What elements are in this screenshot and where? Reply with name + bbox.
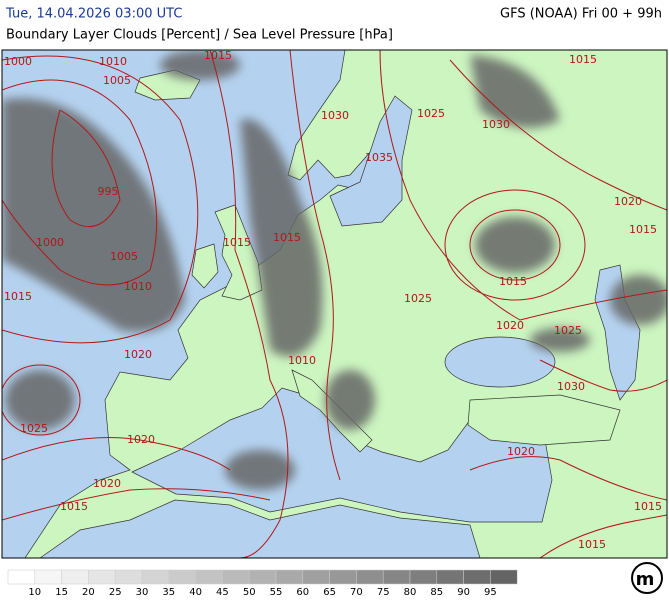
isobar-label: 1015	[273, 231, 301, 244]
isobar-label: 1015	[4, 290, 32, 303]
isobar-label: 1010	[99, 55, 127, 68]
isobar-label: 1015	[629, 223, 657, 236]
legend-swatch	[195, 569, 223, 585]
isobar-label: 1015	[223, 236, 251, 249]
isobar-label: 1000	[4, 55, 32, 68]
legend-swatch	[141, 569, 170, 585]
isobar-label: 1020	[507, 445, 535, 458]
legend-swatch	[222, 569, 250, 585]
legend-swatch	[302, 569, 330, 585]
legend-swatch	[409, 569, 438, 585]
turkey	[467, 394, 621, 446]
legend-label: 20	[82, 587, 95, 598]
isobar-label: 1025	[554, 324, 582, 337]
isobar-label: 1020	[93, 477, 121, 490]
isobar-label: 1020	[614, 195, 642, 208]
logo-circle	[631, 562, 663, 594]
clouds	[2, 50, 667, 490]
legend-label: 75	[377, 587, 390, 598]
legend-label: 65	[323, 587, 336, 598]
isobar-label: 1015	[578, 538, 606, 551]
header-model: GFS (NOAA) Fri 00 + 99h	[500, 7, 662, 22]
legend-swatch	[61, 569, 89, 585]
isobar-label: 1020	[496, 319, 524, 332]
legend-swatch	[490, 569, 518, 585]
isobars	[2, 50, 667, 558]
isobar-label: 1010	[124, 280, 152, 293]
map-frame	[1, 49, 668, 559]
isobar-label: 1030	[482, 118, 510, 131]
isobar-label: 1025	[20, 422, 48, 435]
legend-swatch	[114, 569, 143, 585]
inland-seas	[131, 95, 641, 523]
legend-label: 85	[430, 587, 443, 598]
isobar-label: 1020	[124, 348, 152, 361]
legend-swatch	[463, 569, 491, 585]
legend: 10 15 20 25 30 35 40 45 50 55 60 65 70 75 80 85 90 95	[7, 569, 518, 598]
legend-swatch	[356, 569, 384, 585]
legend-swatch	[88, 569, 116, 585]
legend-label: 35	[162, 587, 175, 598]
isobar-label: 1010	[288, 354, 316, 367]
isobar-label: 1020	[127, 433, 155, 446]
legend-label: 15	[55, 587, 68, 598]
legend-swatch	[436, 569, 464, 585]
legend-label: 25	[109, 587, 122, 598]
isobar-label: 1035	[365, 151, 393, 164]
legend-swatch	[329, 569, 357, 585]
isobar-label: 1005	[103, 74, 131, 87]
isobar-label: 1030	[321, 109, 349, 122]
isobar-label: 1015	[499, 275, 527, 288]
isobar-label: 1015	[634, 500, 662, 513]
legend-label: 55	[270, 587, 283, 598]
legend-swatch	[248, 569, 277, 585]
legend-label: 10	[28, 587, 41, 598]
legend-swatch	[382, 569, 411, 585]
isobar-labels: 1000 1010 1015 1005 1030 1025 1030 1015 1035 995 1…	[4, 49, 662, 551]
header-date: Tue, 14.04.2026 03:00 UTC	[5, 7, 182, 22]
logo-text: m	[636, 569, 655, 590]
header-subtitle: Boundary Layer Clouds [Percent] / Sea Le…	[6, 28, 393, 43]
legend-label: 90	[457, 587, 470, 598]
isobar-label: 995	[98, 185, 119, 198]
legend-label: 80	[404, 587, 417, 598]
legend-swatch	[7, 569, 36, 585]
legend-label: 40	[189, 587, 202, 598]
isobar-label: 1000	[36, 236, 64, 249]
isobar-label: 1005	[110, 250, 138, 263]
map-area: 1000 1010 1015 1005 1030 1025 1030 1015 1035 995 1…	[2, 49, 667, 558]
isobar-label: 1015	[60, 500, 88, 513]
isobar-label: 1025	[417, 107, 445, 120]
isobar-label: 1025	[404, 292, 432, 305]
legend-label: 70	[350, 587, 363, 598]
logo: m	[631, 562, 663, 594]
legend-label: 45	[216, 587, 229, 598]
legend-swatch	[34, 569, 62, 585]
isobar-label: 1015	[569, 53, 597, 66]
legend-label: 60	[296, 587, 309, 598]
legend-swatch	[168, 569, 196, 585]
legend-swatch	[275, 569, 304, 585]
legend-label: 50	[243, 587, 256, 598]
isobar-label: 1030	[557, 380, 585, 393]
legend-label: 30	[136, 587, 149, 598]
isobar-label: 1015	[204, 49, 232, 62]
legend-label: 95	[484, 587, 497, 598]
